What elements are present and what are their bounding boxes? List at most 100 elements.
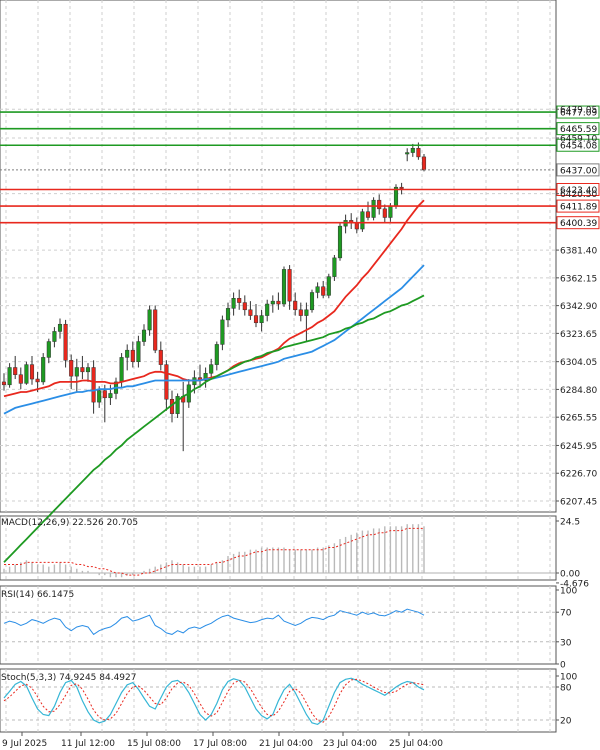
candle-body xyxy=(354,223,359,230)
candle-body xyxy=(365,211,371,218)
candle-body xyxy=(253,315,259,324)
candle-body xyxy=(29,364,35,380)
candle-body xyxy=(332,257,337,277)
candle-body xyxy=(24,364,29,384)
candle-body xyxy=(63,323,68,361)
level-badge xyxy=(556,182,600,196)
price-frame xyxy=(0,0,557,513)
stochastic-tick-label: 20 xyxy=(560,717,572,727)
candle-body xyxy=(80,367,85,373)
level-value: 6400.39 xyxy=(560,219,597,229)
candle-body xyxy=(1,381,7,386)
candle-body xyxy=(46,341,51,358)
candle-body xyxy=(248,309,253,316)
candle-body xyxy=(85,367,91,373)
level-value: 6465.59 xyxy=(560,125,597,135)
price-tick-label: 6420.50 xyxy=(560,190,597,200)
candle-body xyxy=(237,298,242,303)
stochastic-d-line xyxy=(3,678,425,723)
rsi-frame xyxy=(0,585,557,665)
candle-body xyxy=(69,360,74,377)
rsi-tick-label: 70 xyxy=(560,609,572,619)
candle-body xyxy=(382,208,387,218)
candle-body xyxy=(410,147,415,153)
stochastic-label: Stoch(5,3,3) 74.9245 84.4927 xyxy=(1,673,136,683)
candle-body xyxy=(52,331,57,342)
level-value: 6437.00 xyxy=(560,166,597,176)
level-badge xyxy=(556,138,600,152)
stochastic-tick-label: 80 xyxy=(560,684,572,694)
candle-body xyxy=(97,390,102,403)
candle-body xyxy=(416,147,421,158)
price-panel xyxy=(1,142,427,563)
macd-tick-label: 0.00 xyxy=(560,570,580,580)
candle-body xyxy=(158,349,163,365)
candle-body xyxy=(35,378,40,383)
price-tick-label: 6284.80 xyxy=(560,386,597,396)
candle-body xyxy=(130,349,135,362)
candle-body xyxy=(265,303,270,316)
price-tick-label: 6479.05 xyxy=(560,106,597,116)
candle-body xyxy=(371,199,376,218)
time-tick-label: 9 Jul 2025 xyxy=(2,739,47,749)
price-tick-label: 6304.05 xyxy=(560,358,597,368)
candle-body xyxy=(209,364,214,374)
macd-tick-label: 24.5 xyxy=(560,518,580,528)
candle-body xyxy=(377,199,382,210)
rsi-tick-label: 0 xyxy=(560,661,566,671)
candle-body xyxy=(421,156,427,171)
level-badge xyxy=(556,216,600,230)
candle-body xyxy=(102,390,107,399)
candle-body xyxy=(259,315,264,324)
price-tick-label: 6265.55 xyxy=(560,414,597,424)
price-tick-label: 6245.95 xyxy=(560,442,597,452)
candle-body xyxy=(91,367,96,403)
candle-body xyxy=(270,300,275,305)
rsi-label: RSI(14) 66.1475 xyxy=(1,590,74,600)
rsi-tick-label: 100 xyxy=(560,587,577,597)
level-value: 6423.40 xyxy=(560,186,597,196)
candle-body xyxy=(108,393,113,399)
candle-body xyxy=(13,367,18,375)
rsi-tick-label: 30 xyxy=(560,638,572,648)
level-badge xyxy=(556,163,600,177)
candle-body xyxy=(203,373,208,381)
level-badge xyxy=(556,122,600,136)
time-tick-label: 15 Jul 08:00 xyxy=(127,739,181,749)
moving-average-3 xyxy=(3,294,425,563)
level-badge xyxy=(556,199,600,213)
candle-body xyxy=(125,349,130,358)
candle-body xyxy=(315,286,320,293)
candle-body xyxy=(321,286,326,296)
price-axis: 6207.45 6226.70 6245.95 6265.55 6284.80 6304.… xyxy=(556,106,597,508)
candle-body xyxy=(18,374,23,384)
candle-body xyxy=(136,341,141,362)
candle-body xyxy=(276,300,281,305)
time-tick-label: 25 Jul 04:00 xyxy=(389,739,443,749)
price-tick-label: 6342.90 xyxy=(560,302,597,312)
grid xyxy=(0,0,557,733)
candle-body xyxy=(74,367,79,377)
candle-body xyxy=(388,205,393,218)
level-value: 6454.08 xyxy=(560,142,597,152)
time-tick-label: 23 Jul 04:00 xyxy=(323,739,377,749)
candle-body xyxy=(326,276,331,296)
candle-body xyxy=(405,152,410,155)
candle-body xyxy=(225,308,231,321)
rsi-panel: 100 70 30 0 xyxy=(0,587,577,671)
level-badge xyxy=(556,105,600,119)
candle-body xyxy=(220,319,225,345)
candle-body xyxy=(231,298,236,309)
candle-body xyxy=(153,309,158,351)
price-tick-label: 6207.45 xyxy=(560,498,597,508)
candle-body xyxy=(399,186,404,189)
candle-body xyxy=(147,309,152,331)
level-value: 6477.09 xyxy=(560,109,597,119)
candle-body xyxy=(309,292,315,311)
horizontal-levels: 6477.09 6465.59 6454.08 6437.00 6423.40 6411.… xyxy=(0,105,600,230)
price-tick-label: 6459.10 xyxy=(560,135,597,145)
macd-label: MACD(12,26,9) 22.526 20.705 xyxy=(1,518,138,528)
candle-body xyxy=(214,344,219,365)
